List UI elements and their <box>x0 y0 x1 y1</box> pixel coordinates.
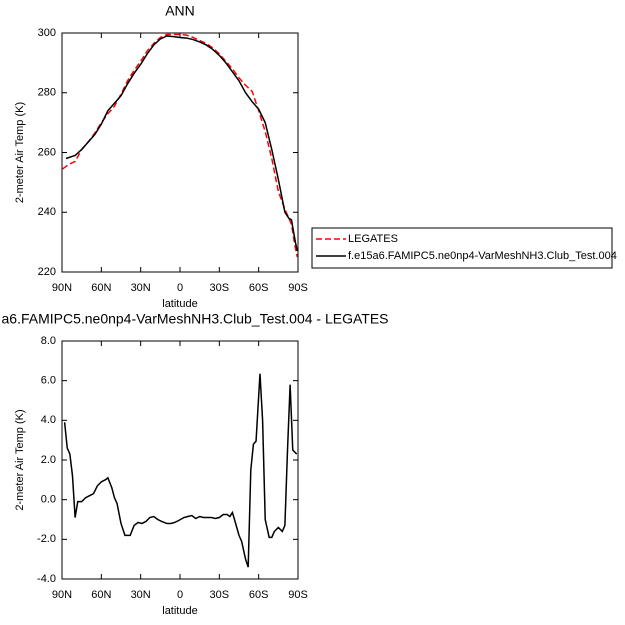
y-tick-label: 280 <box>38 87 56 99</box>
x-tick-label: 60N <box>91 589 111 601</box>
line <box>65 35 299 252</box>
y-axis-label: 2-meter Air Temp (K) <box>14 409 26 510</box>
y-tick-label: -2.0 <box>37 533 56 545</box>
x-tick-label: 90S <box>288 282 308 294</box>
x-tick-label: 30N <box>131 282 151 294</box>
y-tick-label: -4.0 <box>37 573 56 585</box>
line <box>63 373 298 568</box>
y-tick-label: 8.0 <box>41 335 56 347</box>
y-tick-label: 6.0 <box>41 375 56 387</box>
x-axis-label: latitude <box>162 605 197 617</box>
y-tick-label: 260 <box>38 146 56 158</box>
y-tick-label: 240 <box>38 206 56 218</box>
plot-frame <box>61 32 299 273</box>
x-tick-label: 0 <box>177 589 183 601</box>
x-tick-label: 60S <box>249 282 269 294</box>
plot-frame <box>61 340 299 580</box>
y-tick-label: 0.0 <box>41 494 56 506</box>
chart-title: a6.FAMIPC5.ne0np4-VarMeshNH3.Club_Test.0… <box>2 311 389 327</box>
x-tick-label: 60N <box>91 282 111 294</box>
legend-label: f.e15a6.FAMIPC5.ne0np4-VarMeshNH3.Club_T… <box>348 250 617 262</box>
chart-title: ANN <box>165 3 195 19</box>
y-tick-label: 220 <box>38 266 56 278</box>
line <box>62 33 299 258</box>
y-tick-label: 300 <box>38 27 56 39</box>
x-tick-label: 90N <box>52 589 72 601</box>
x-tick-label: 30S <box>210 589 230 601</box>
x-tick-label: 30N <box>131 589 151 601</box>
legend-box <box>311 227 613 269</box>
y-tick-label: 4.0 <box>41 414 56 426</box>
x-tick-label: 90S <box>288 589 308 601</box>
x-tick-label: 60S <box>249 589 269 601</box>
x-axis-label: latitude <box>162 298 197 310</box>
y-tick-label: 2.0 <box>41 454 56 466</box>
legend-label: LEGATES <box>348 233 398 245</box>
y-axis-label: 2-meter Air Temp (K) <box>14 102 26 203</box>
x-tick-label: 30S <box>210 282 230 294</box>
x-tick-label: 90N <box>52 282 72 294</box>
x-tick-label: 0 <box>177 282 183 294</box>
